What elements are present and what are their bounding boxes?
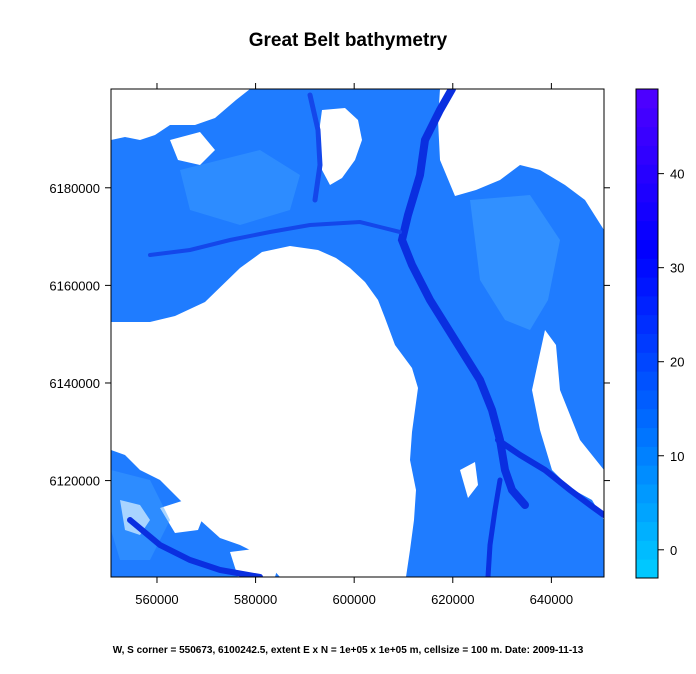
x-tick-label: 640000 — [530, 592, 573, 607]
colorbar-tick-label: 40 — [670, 167, 684, 182]
colorbar-tick-label: 30 — [670, 261, 684, 276]
land-area-southwest-islet — [160, 500, 205, 533]
x-tick-label: 600000 — [332, 592, 375, 607]
colorbar-band — [636, 220, 658, 240]
deep-channel-north-west — [307, 92, 323, 203]
shallow-zone-east — [470, 195, 560, 330]
y-tick-label: 6180000 — [49, 181, 100, 196]
colorbar-band — [636, 183, 658, 203]
land-area-northeast-top — [498, 96, 545, 125]
colorbar-band — [636, 559, 658, 579]
colorbar: 0 10 20 30 40 — [635, 88, 684, 579]
colorbar-band — [636, 201, 658, 222]
colorbar-band — [636, 352, 658, 372]
colorbar-tick-label: 20 — [670, 355, 684, 370]
y-tick-label: 6160000 — [49, 278, 100, 293]
plot-frame — [110, 88, 605, 578]
colorbar-band — [636, 277, 658, 297]
bathymetry-map — [111, 89, 604, 577]
chart-subtitle: W, S corner = 550673, 6100242.5, extent … — [112, 645, 584, 656]
land-area-east — [532, 330, 604, 520]
colorbar-band — [636, 540, 658, 560]
colorbar-band — [636, 502, 658, 523]
colorbar-band — [636, 164, 658, 184]
land-area-southeast-islet — [460, 462, 478, 498]
y-tick-label: 6120000 — [49, 474, 100, 489]
land-area-south-islet — [120, 500, 150, 535]
land-area-west-islet — [170, 132, 215, 165]
deep-channel-south-branch — [485, 477, 503, 577]
colorbar-band — [636, 239, 658, 259]
deep-channel-east-branch — [495, 437, 604, 518]
x-tick-label: 620000 — [431, 592, 474, 607]
colorbar-band — [636, 371, 658, 391]
colorbar-band — [636, 446, 658, 466]
colorbar-band — [636, 258, 658, 278]
colorbar-frame — [635, 88, 659, 579]
x-tick-label: 580000 — [234, 592, 277, 607]
x-axis: 560000 580000 600000 620000 640000 — [135, 83, 573, 607]
colorbar-tick-label: 10 — [670, 449, 684, 464]
colorbar-band — [636, 427, 658, 447]
land-area-northwest — [111, 89, 250, 140]
colorbar-band — [636, 408, 658, 429]
shallow-zone-west — [180, 150, 300, 225]
colorbar-band — [636, 521, 658, 541]
land-area-south-bay — [230, 548, 280, 577]
land-area-central — [111, 246, 418, 577]
chart-title: Great Belt bathymetry — [248, 30, 448, 51]
colorbar-band — [636, 483, 658, 504]
deep-channel-west — [148, 219, 402, 257]
colorbar-band — [636, 465, 658, 485]
y-axis: 6120000 6140000 6160000 6180000 — [49, 181, 610, 489]
deep-channel-southwest — [127, 517, 263, 577]
colorbar-band — [636, 145, 658, 165]
colorbar-band — [636, 333, 658, 353]
land-area-north-island — [318, 108, 362, 185]
colorbar-band — [636, 314, 658, 334]
colorbar-band — [636, 389, 658, 410]
x-tick-label: 560000 — [135, 592, 178, 607]
colorbar-band — [636, 295, 658, 316]
y-tick-label: 6140000 — [49, 376, 100, 391]
deep-channel-main — [397, 89, 529, 509]
colorbar-band — [636, 107, 658, 128]
colorbar-band — [636, 126, 658, 146]
land-area-northeast — [438, 89, 604, 230]
colorbar-band — [636, 89, 658, 109]
colorbar-tick-label: 0 — [670, 543, 677, 558]
